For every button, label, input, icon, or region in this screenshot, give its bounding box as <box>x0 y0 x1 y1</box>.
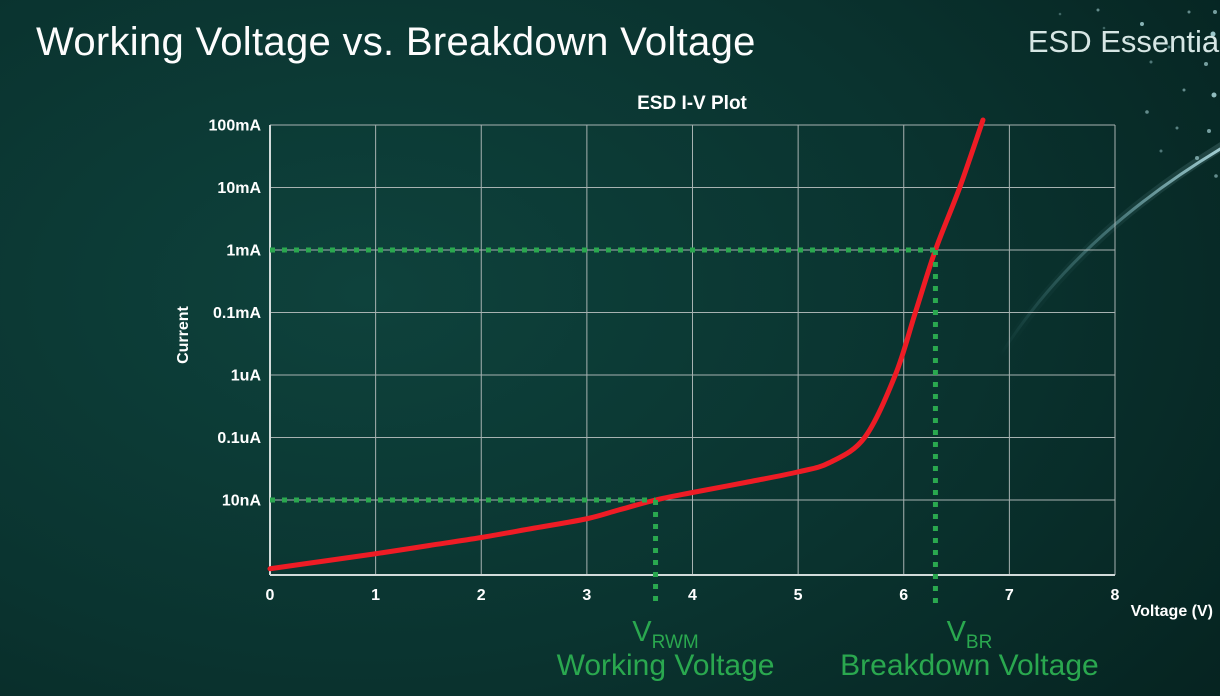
grid-lines: 0 1 2 3 4 5 6 7 8 100mA 10mA 1mA 0.1mA 1uA 0.1uA 10nA <box>209 118 1120 605</box>
y-axis-label: Current <box>175 305 192 363</box>
y-tick-label: 10nA <box>222 493 262 510</box>
annotation-caption-vbr: Breakdown Voltage <box>840 649 1099 682</box>
x-tick-label: 0 <box>266 587 275 604</box>
page-title: Working Voltage vs. Breakdown Voltage <box>36 20 756 64</box>
y-tick-label: 10mA <box>217 180 261 197</box>
brand-logo: ESD Essential <box>1027 24 1220 59</box>
y-tick-label: 100mA <box>209 118 262 135</box>
x-axis-label: Voltage (V) <box>1131 603 1213 620</box>
x-tick-label: 8 <box>1111 587 1120 604</box>
y-tick-label: 0.1mA <box>213 305 261 322</box>
esd-iv-chart: 0 1 2 3 4 5 6 7 8 100mA 10mA 1mA 0.1mA 1uA 0.1uA 10nA V… <box>175 93 1213 682</box>
chart-title: ESD I-V Plot <box>637 93 747 114</box>
x-tick-label: 5 <box>794 587 803 604</box>
x-tick-label: 2 <box>477 587 486 604</box>
y-tick-label: 1mA <box>226 243 261 260</box>
iv-curve <box>267 117 986 572</box>
x-tick-label: 1 <box>371 587 380 604</box>
iv-curve-path <box>267 117 986 572</box>
x-tick-label: 6 <box>899 587 908 604</box>
y-tick-label: 1uA <box>231 368 262 385</box>
y-tick-label: 0.1uA <box>217 430 261 447</box>
plot-canvas: 0 1 2 3 4 5 6 7 8 100mA 10mA 1mA 0.1mA 1uA 0.1uA 10nA V… <box>175 93 1213 682</box>
annotation-caption-vrwm: Working Voltage <box>557 649 775 682</box>
annotation-symbol-vrwm: VRWM <box>632 616 698 653</box>
x-tick-label: 4 <box>688 587 697 604</box>
chart-labels: ESD I-V Plot Current Voltage (V) <box>175 93 1213 620</box>
annotation-symbol-vbr: VBR <box>947 616 993 653</box>
x-tick-label: 3 <box>582 587 591 604</box>
x-tick-label: 7 <box>1005 587 1014 604</box>
